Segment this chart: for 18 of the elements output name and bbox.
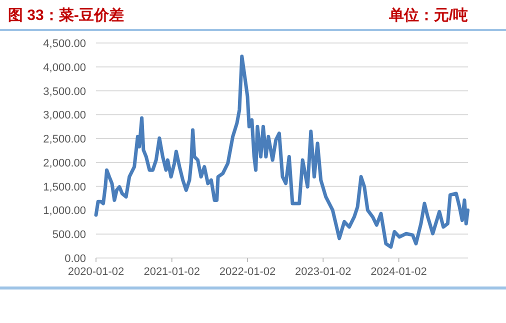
y-tick-label: 2,000.00 [43,157,86,170]
x-tick-label: 2024-01-02 [370,266,427,278]
y-tick-label: 2,500.00 [43,134,86,146]
y-tick-label: 4,000.00 [43,62,86,74]
y-tick-label: 3,000.00 [43,110,86,122]
x-tick-label: 2020-01-02 [68,266,124,278]
x-tick-label: 2022-01-02 [219,266,276,278]
y-tick-label: 3,500.00 [43,86,86,98]
x-tick-label: 2023-01-02 [294,266,352,278]
y-tick-label: 0.00 [64,253,86,265]
y-tick-label: 1,000.00 [43,205,86,218]
y-tick-label: 4,500.00 [43,38,86,50]
line-series [94,54,470,249]
y-tick-label: 500.00 [52,229,86,242]
chart-subtitle: 单位：元/吨 [388,7,468,24]
chart-title: 图 33：菜-豆价差 [8,7,124,24]
y-tick-label: 1,500.00 [43,181,86,194]
x-tick-label: 2021-01-02 [144,266,200,278]
